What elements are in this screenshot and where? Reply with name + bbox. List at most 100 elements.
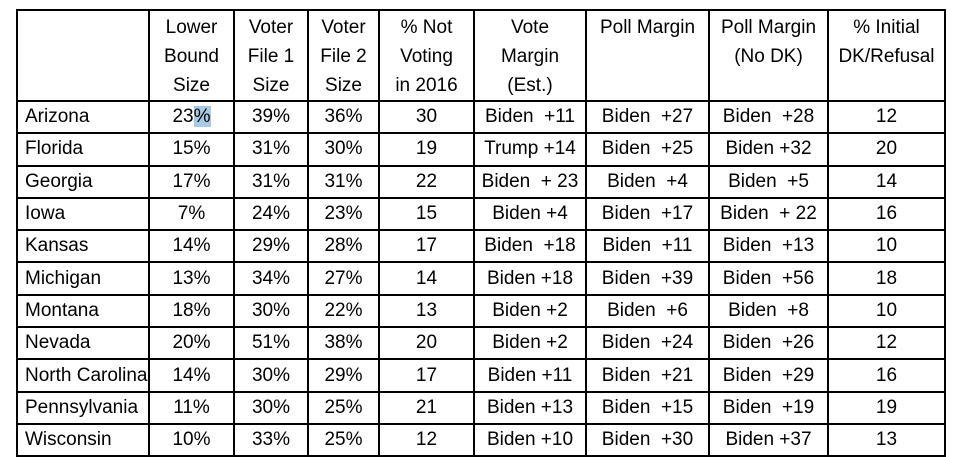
value-cell: 7% xyxy=(148,196,235,232)
cell-text: Florida xyxy=(25,138,84,160)
value-cell: Biden +37 xyxy=(708,422,829,457)
value-cell: 19 xyxy=(378,132,475,167)
value-cell: 29% xyxy=(307,358,380,393)
header-row: Lower Bound Size Voter File 1 Size Voter… xyxy=(16,9,946,102)
value-cell: Biden +13 xyxy=(473,390,587,425)
value-cell: Biden +5 xyxy=(708,164,829,199)
cell-text: 16 xyxy=(875,364,898,386)
document-table-container: Lower Bound Size Voter File 1 Size Voter… xyxy=(16,9,946,457)
cell-text: 15 xyxy=(415,203,438,225)
value-cell: Biden +32 xyxy=(708,132,829,167)
value-cell: 27% xyxy=(307,261,380,296)
cell-text: Biden +39 xyxy=(601,267,694,289)
value-cell: 30 xyxy=(378,99,475,135)
value-cell: 14 xyxy=(827,164,946,199)
value-cell: Biden +8 xyxy=(708,293,829,329)
cell-text: 28% xyxy=(324,235,363,257)
table-row: Michigan 13% 34% 27% 14 Biden +18 Biden +39 Bid… xyxy=(16,261,946,296)
selected-text: % xyxy=(193,106,211,128)
cell-text: 16 xyxy=(875,203,898,225)
cell-text: 29% xyxy=(251,235,291,257)
cell-text: Biden +24 xyxy=(601,332,694,354)
cell-text: Biden +13 xyxy=(722,235,815,257)
cell-text: 24% xyxy=(251,203,291,225)
cell-text: Biden +2 xyxy=(492,332,568,354)
cell-text: Biden +18 xyxy=(484,235,576,257)
cell-text: 12 xyxy=(875,106,898,128)
cell-text: Pennsylvania xyxy=(25,396,139,418)
state-cell: Kansas xyxy=(16,229,150,264)
value-cell: 30% xyxy=(233,358,309,393)
cell-text: 14% xyxy=(172,364,211,386)
cell-text: 15% xyxy=(172,138,211,160)
value-cell: Biden +19 xyxy=(708,390,829,425)
cell-text: Biden +17 xyxy=(601,203,694,225)
value-cell: 14% xyxy=(148,229,235,264)
state-polling-table: Lower Bound Size Voter File 1 Size Voter… xyxy=(16,9,946,457)
value-cell: Biden +11 xyxy=(585,229,710,264)
state-cell: Iowa xyxy=(16,196,150,232)
cell-text: 19 xyxy=(875,396,898,418)
value-cell: 22% xyxy=(307,293,380,329)
cell-text: Biden + 23 xyxy=(481,170,579,192)
column-header-voter-file-1-size: Voter File 1 Size xyxy=(233,9,309,102)
column-header-pct-not-voting-2016: % Not Voting in 2016 xyxy=(378,9,475,102)
cell-text: 22% xyxy=(324,299,363,321)
value-cell: 31% xyxy=(233,132,309,167)
value-cell: Biden + 23 xyxy=(473,164,587,199)
state-cell: Arizona xyxy=(16,99,150,135)
value-cell: Biden +4 xyxy=(585,164,710,199)
value-cell: 33% xyxy=(233,422,309,457)
value-cell: 31% xyxy=(307,164,380,199)
cell-text: Biden +25 xyxy=(601,138,694,160)
cell-text: Michigan xyxy=(25,267,102,289)
cell-text: Arizona xyxy=(25,106,90,128)
value-cell: Biden +2 xyxy=(473,293,587,329)
cell-text: 30% xyxy=(251,396,291,418)
cell-text: Biden +11 xyxy=(602,235,693,257)
value-cell: 17 xyxy=(378,358,475,393)
value-cell: 25% xyxy=(307,422,380,457)
value-cell: 20 xyxy=(378,326,475,361)
value-cell: 16 xyxy=(827,358,946,393)
value-cell: 15% xyxy=(148,132,235,167)
cell-text: Biden +27 xyxy=(601,106,694,128)
value-cell: 13% xyxy=(148,261,235,296)
cell-text: Iowa xyxy=(25,203,66,225)
value-cell: Biden +21 xyxy=(585,358,710,393)
value-cell: Biden +26 xyxy=(708,326,829,361)
value-cell: 30% xyxy=(307,132,380,167)
value-cell: Biden +6 xyxy=(585,293,710,329)
value-cell: Biden +18 xyxy=(473,261,587,296)
value-cell: 12 xyxy=(827,99,946,135)
value-cell: 36% xyxy=(307,99,380,135)
cell-text: 30 xyxy=(415,106,438,128)
cell-text: 18% xyxy=(172,299,211,321)
cell-text: 31% xyxy=(324,170,363,192)
cell-text: Biden +15 xyxy=(601,396,694,418)
cell-text: Biden +4 xyxy=(492,203,568,225)
state-cell: Nevada xyxy=(16,326,150,361)
cell-text: Biden +13 xyxy=(486,396,574,418)
cell-text: 27% xyxy=(324,267,363,289)
value-cell: 23% xyxy=(307,196,380,232)
value-cell: 24% xyxy=(233,196,309,232)
value-cell: 16 xyxy=(827,196,946,232)
cell-text: 38% xyxy=(324,332,363,354)
cell-text: Kansas xyxy=(25,235,89,257)
table-row: Georgia 17% 31% 31% 22 Biden + 23 Biden +4 Bide… xyxy=(16,164,946,199)
value-cell: 23% xyxy=(148,99,235,135)
column-header-poll-margin: Poll Margin xyxy=(585,9,710,102)
value-cell: 10 xyxy=(827,293,946,329)
cell-text: 12 xyxy=(875,332,898,354)
state-cell: North Carolina xyxy=(16,358,150,393)
value-cell: 25% xyxy=(307,390,380,425)
value-cell: 17% xyxy=(148,164,235,199)
value-cell: 21 xyxy=(378,390,475,425)
cell-text: 14 xyxy=(875,170,898,192)
cell-text: 51% xyxy=(251,332,291,354)
cell-text: Biden +29 xyxy=(722,364,815,386)
value-cell: 10 xyxy=(827,229,946,264)
value-cell: 13 xyxy=(378,293,475,329)
value-cell: Biden +28 xyxy=(708,99,829,135)
